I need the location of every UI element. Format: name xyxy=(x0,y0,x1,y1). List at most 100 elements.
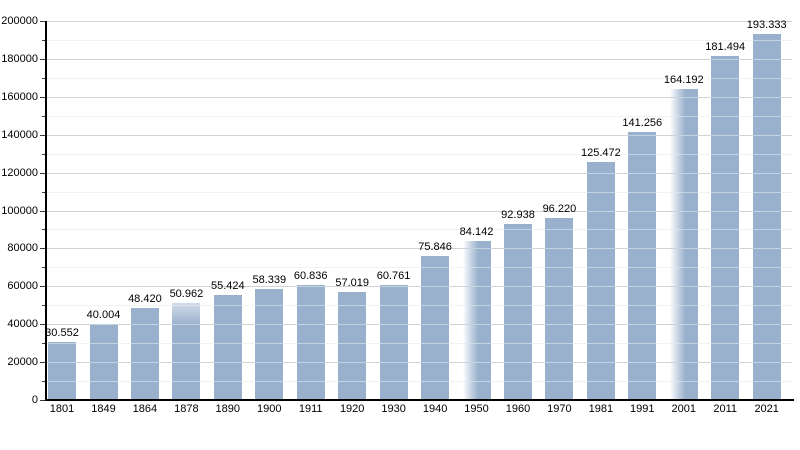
x-tick-label: 1801 xyxy=(49,403,75,415)
y-grid-minor xyxy=(46,305,792,306)
bar-1981 xyxy=(586,162,615,400)
y-grid-overlay xyxy=(46,381,792,382)
bar-value-label: 60.761 xyxy=(376,269,411,282)
y-tick-mark-minor xyxy=(42,154,45,155)
y-grid-major xyxy=(46,21,792,22)
y-tick-mark-major xyxy=(40,324,45,325)
y-grid-overlay xyxy=(46,173,792,174)
bar-value-label: 30.552 xyxy=(45,327,79,340)
y-tick-label: 60000 xyxy=(7,280,38,292)
y-tick-mark-minor xyxy=(42,78,45,79)
x-tick-label: 1911 xyxy=(298,403,323,415)
bar-1849 xyxy=(89,324,118,400)
y-grid-minor xyxy=(46,381,792,382)
y-grid-overlay xyxy=(46,97,792,98)
y-grid-overlay xyxy=(46,267,792,268)
bar-value-label: 164.192 xyxy=(663,73,704,86)
x-tick-label: 1950 xyxy=(464,403,489,415)
y-tick-mark-minor xyxy=(42,267,45,268)
y-grid-overlay xyxy=(46,211,792,212)
x-tick-label: 2021 xyxy=(754,403,779,415)
y-grid-minor xyxy=(46,229,792,230)
y-tick-mark-minor xyxy=(42,305,45,306)
x-tick-label: 1991 xyxy=(630,403,655,415)
y-tick-label: 140000 xyxy=(1,129,38,141)
bar-1911 xyxy=(296,284,325,400)
bar-value-label: 55.424 xyxy=(210,280,245,292)
y-tick-mark-major xyxy=(40,400,45,401)
x-tick-label: 2001 xyxy=(671,403,697,415)
y-grid-minor xyxy=(46,154,792,155)
bar-value-label: 75.846 xyxy=(418,241,452,254)
bar-value-label: 58.339 xyxy=(252,274,287,287)
y-grid-overlay xyxy=(46,286,792,287)
bar-value-label: 96.220 xyxy=(542,202,577,215)
y-grid-major xyxy=(46,362,792,363)
x-tick-label: 1940 xyxy=(422,403,448,415)
bar-value-label: 60.836 xyxy=(293,269,328,282)
bar-value-label: 193.333 xyxy=(746,18,787,31)
y-grid-major xyxy=(46,286,792,287)
y-grid-overlay xyxy=(46,59,792,60)
y-grid-major xyxy=(46,248,792,249)
y-grid-minor xyxy=(46,116,792,117)
bar-value-label: 50.962 xyxy=(169,288,204,301)
y-grid-overlay xyxy=(46,362,792,363)
y-grid-overlay xyxy=(46,40,792,41)
bar-1950 xyxy=(462,240,491,400)
y-grid-overlay xyxy=(46,78,792,79)
y-axis-line xyxy=(45,21,47,401)
y-tick-label: 40000 xyxy=(7,318,38,330)
y-tick-label: 180000 xyxy=(1,53,38,65)
y-grid-minor xyxy=(46,192,792,193)
bar-2011 xyxy=(711,56,740,400)
x-tick-label: 1930 xyxy=(381,403,406,415)
y-grid-overlay xyxy=(46,343,792,344)
y-grid-major xyxy=(46,59,792,60)
y-grid-major xyxy=(46,135,792,136)
x-tick-label: 1849 xyxy=(91,403,116,415)
y-tick-mark-major xyxy=(40,362,45,363)
y-tick-mark-major xyxy=(40,248,45,249)
bar-value-label: 181.494 xyxy=(705,41,746,54)
y-tick-label: 0 xyxy=(31,394,38,406)
x-axis-line xyxy=(45,399,794,401)
y-tick-mark-major xyxy=(40,211,45,212)
x-tick-label: 1981 xyxy=(588,403,614,415)
plot-area: 30.552 40.004 48.420 50.962 55.424 58.339 60.8… xyxy=(45,19,792,400)
x-tick-label: 1864 xyxy=(132,403,158,415)
bar-value-label: 57.019 xyxy=(335,276,370,289)
y-tick-mark-minor xyxy=(42,116,45,117)
y-tick-label: 160000 xyxy=(1,91,38,103)
bar-1960 xyxy=(504,223,532,400)
bar-1801 xyxy=(48,342,76,400)
bar-2001 xyxy=(669,88,698,400)
y-tick-label: 80000 xyxy=(7,242,38,254)
y-grid-major xyxy=(46,97,792,98)
y-grid-minor xyxy=(46,267,792,268)
bar-1864 xyxy=(130,308,159,400)
y-grid-overlay xyxy=(46,248,792,249)
y-grid-major xyxy=(46,211,792,212)
y-grid-minor xyxy=(46,40,792,41)
bar-1991 xyxy=(628,132,657,400)
bar-1930 xyxy=(379,284,408,400)
y-grid-minor xyxy=(46,78,792,79)
y-tick-label: 120000 xyxy=(1,167,38,179)
bar-value-label: 125.472 xyxy=(581,147,621,160)
bar-2021 xyxy=(752,33,781,400)
y-tick-mark-minor xyxy=(42,343,45,344)
y-tick-label: 200000 xyxy=(1,15,38,27)
y-grid-minor xyxy=(46,343,792,344)
y-tick-mark-major xyxy=(40,173,45,174)
y-grid-overlay xyxy=(46,324,792,325)
bar-value-label: 48.420 xyxy=(128,293,162,306)
x-tick-label: 2011 xyxy=(713,403,738,415)
y-grid-overlay xyxy=(46,229,792,230)
y-grid-overlay xyxy=(46,154,792,155)
bar-1900 xyxy=(255,289,284,400)
x-tick-label: 1920 xyxy=(339,403,365,415)
bar-value-label: 141.256 xyxy=(622,117,663,130)
y-grid-overlay xyxy=(46,116,792,117)
y-tick-mark-minor xyxy=(42,192,45,193)
